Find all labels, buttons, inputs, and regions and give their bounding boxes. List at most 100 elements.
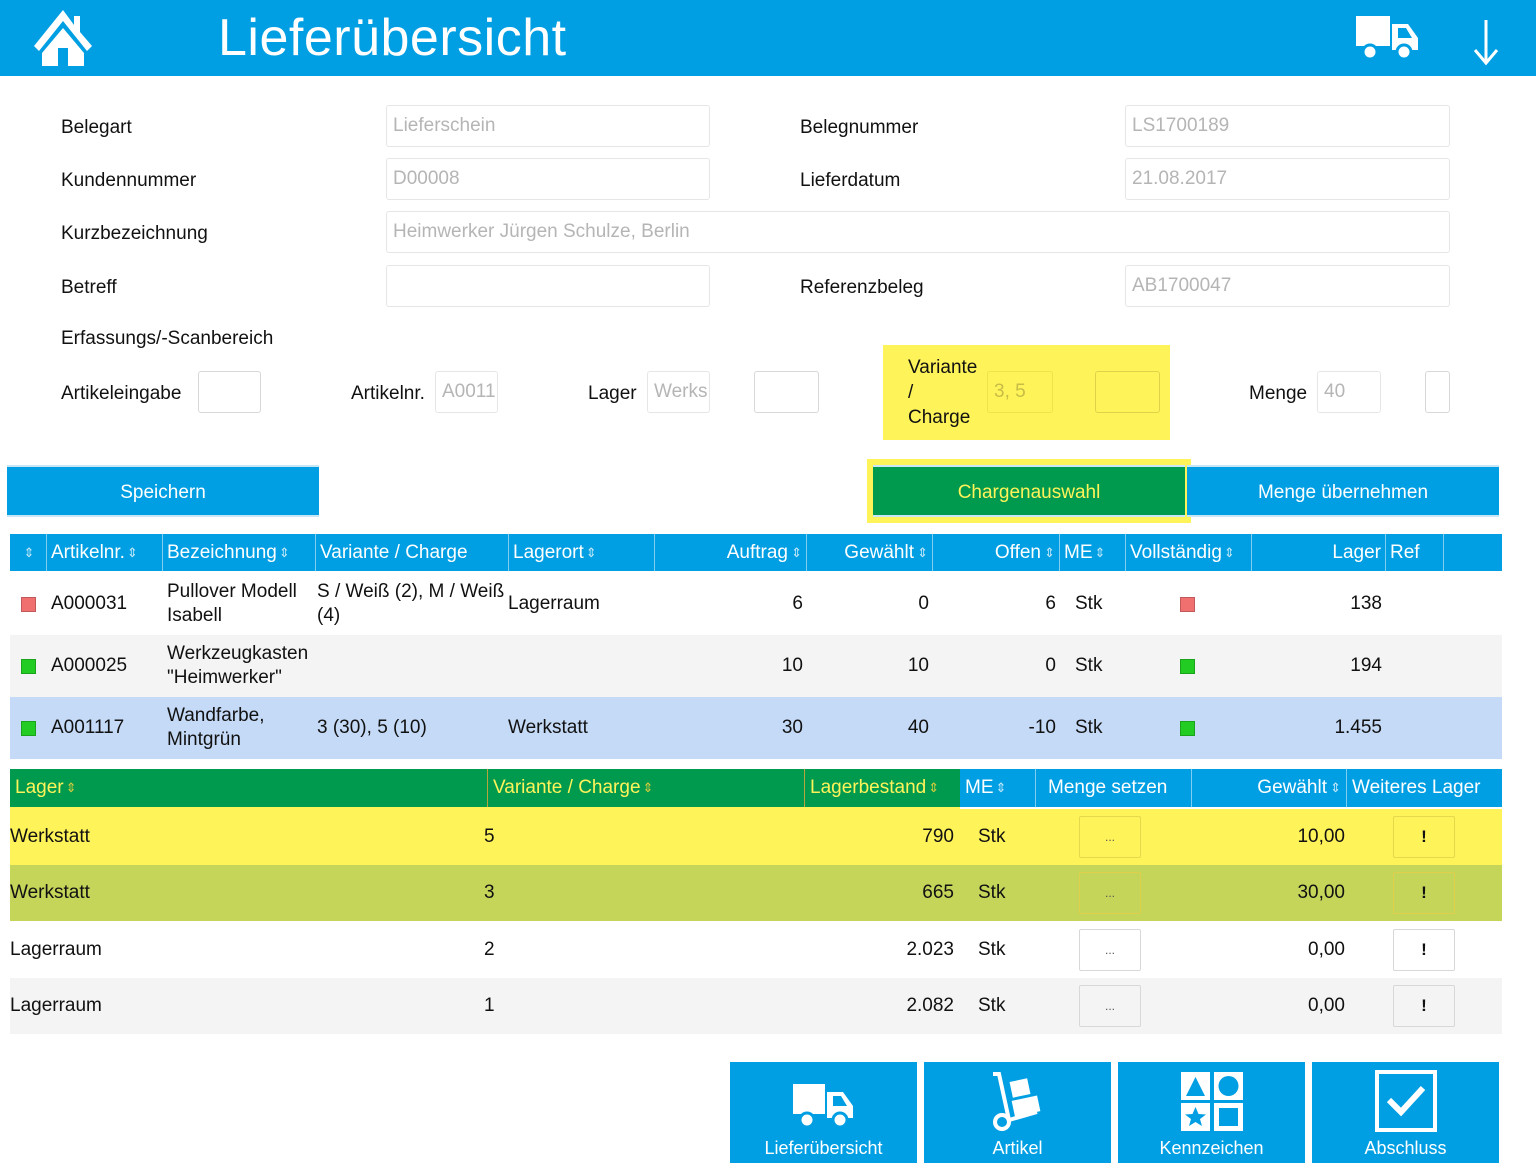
charge-cell: 5	[484, 826, 495, 847]
sort-icon	[916, 548, 928, 558]
column-header-me[interactable]: ME	[1060, 534, 1126, 571]
chargenauswahl-button[interactable]: Chargenauswahl	[867, 459, 1191, 523]
referenzbeleg-field[interactable]: AB1700047	[1125, 265, 1450, 307]
column-header-artikelnr[interactable]: Artikelnr.	[47, 534, 163, 571]
kundennummer-field[interactable]: D00008	[386, 158, 710, 200]
column-header-gewaehlt[interactable]: Gewählt	[807, 534, 933, 571]
bestand-cell: 2.082	[906, 995, 954, 1016]
table-row[interactable]: A000025 Werkzeugkasten "Heimwerker" 10 1…	[10, 635, 1502, 697]
artikelnr-cell: A000031	[51, 593, 128, 614]
auftrag-cell: 30	[781, 717, 803, 738]
offen-cell: 6	[1045, 593, 1056, 614]
charge-cell: 1	[484, 995, 495, 1016]
column-header-status[interactable]	[10, 534, 47, 571]
speichern-button[interactable]: Speichern	[7, 465, 319, 517]
lager-cell: 138	[1350, 593, 1382, 614]
menge-setzen-button[interactable]: ...	[1079, 929, 1141, 971]
nav-abschluss[interactable]: Abschluss	[1312, 1062, 1499, 1163]
menge-setzen-button[interactable]: ...	[1079, 872, 1141, 914]
column-header-variante-charge[interactable]: Variante / Charge	[488, 769, 805, 807]
variante-charge-highlight: Variante / Charge 3, 5	[883, 345, 1170, 440]
charge-cell: 2	[484, 939, 495, 960]
artikeleingabe-field[interactable]	[198, 371, 261, 413]
column-header-offen[interactable]: Offen	[933, 534, 1060, 571]
nav-kennzeichen[interactable]: Kennzeichen	[1118, 1062, 1305, 1163]
sort-icon	[643, 783, 655, 793]
belegart-field[interactable]: Lieferschein	[386, 105, 710, 147]
gewaehlt-cell: 0,00	[1308, 939, 1345, 960]
column-header-menge-setzen[interactable]: Menge setzen	[1036, 769, 1192, 807]
column-header-ref[interactable]: Ref	[1386, 534, 1444, 571]
artikelnr-cell: A001117	[51, 717, 125, 738]
column-header-weiteres-lager[interactable]: Weiteres Lager	[1347, 769, 1502, 807]
items-table-header: Artikelnr. Bezeichnung Variante / Charge…	[10, 534, 1502, 571]
lieferdatum-field[interactable]: 21.08.2017	[1125, 158, 1450, 200]
nav-lieferuebersicht[interactable]: Lieferübersicht	[730, 1062, 917, 1163]
me-cell: Stk	[978, 939, 1006, 960]
menge-label: Menge	[1249, 383, 1308, 404]
menge-field[interactable]: 40	[1317, 371, 1381, 413]
betreff-label: Betreff	[61, 277, 117, 298]
bestand-cell: 2.023	[906, 939, 954, 960]
variante-charge-extra-field[interactable]	[1095, 371, 1160, 413]
table-row[interactable]: A000031 Pullover Modell Isabell S / Weiß…	[10, 573, 1502, 635]
nav-artikel[interactable]: Artikel	[924, 1062, 1111, 1163]
vollstaendig-indicator-red	[1180, 596, 1195, 612]
weiteres-lager-button[interactable]: !	[1393, 816, 1455, 858]
sort-icon	[279, 548, 291, 558]
arrow-down-icon[interactable]	[1470, 18, 1502, 66]
column-header-lager[interactable]: Lager	[10, 769, 488, 807]
weiteres-lager-button[interactable]: !	[1393, 872, 1455, 914]
lager-extra-field[interactable]	[754, 371, 819, 413]
home-icon[interactable]	[30, 8, 96, 68]
column-header-me[interactable]: ME	[960, 769, 1036, 807]
menge-extra-field[interactable]	[1425, 371, 1450, 413]
weiteres-lager-button[interactable]: !	[1393, 985, 1455, 1027]
column-header-auftrag[interactable]: Auftrag	[655, 534, 807, 571]
column-header-lager[interactable]: Lager	[1252, 534, 1386, 571]
truck-icon[interactable]	[1354, 14, 1420, 60]
nav-label: Abschluss	[1364, 1138, 1447, 1158]
column-header-variante[interactable]: Variante / Charge	[316, 534, 509, 571]
bezeichnung-cell: Pullover Modell Isabell	[167, 581, 297, 626]
menge-setzen-button[interactable]: ...	[1079, 985, 1141, 1027]
lager-cell: Lagerraum	[10, 939, 102, 960]
charge-cell: 3	[484, 882, 495, 903]
sort-icon	[66, 783, 78, 793]
auftrag-cell: 10	[781, 655, 803, 676]
lager-row[interactable]: Lagerraum 1 2.082 Stk ... 0,00 !	[10, 978, 1502, 1034]
gewaehlt-cell: 10	[907, 655, 929, 676]
sort-icon	[127, 548, 139, 558]
lager-row-highlighted[interactable]: Werkstatt 5 790 Stk ... 10,00 !	[10, 809, 1502, 865]
column-header-bezeichnung[interactable]: Bezeichnung	[163, 534, 316, 571]
sort-icon	[1224, 548, 1236, 558]
lager-label: Lager	[588, 383, 637, 404]
me-cell: Stk	[1075, 593, 1103, 614]
status-indicator-green	[21, 720, 36, 736]
gewaehlt-cell: 0	[918, 593, 929, 614]
column-header-lagerbestand[interactable]: Lagerbestand	[805, 769, 960, 807]
lager-row[interactable]: Lagerraum 2 2.023 Stk ... 0,00 !	[10, 922, 1502, 978]
column-header-gewaehlt[interactable]: Gewählt	[1192, 769, 1347, 807]
column-header-lagerort[interactable]: Lagerort	[509, 534, 655, 571]
menge-uebernehmen-button[interactable]: Menge übernehmen	[1187, 465, 1499, 517]
weiteres-lager-button[interactable]: !	[1393, 929, 1455, 971]
bestand-cell: 665	[922, 882, 954, 903]
artikelnr-field[interactable]: A0011	[435, 371, 498, 413]
nav-label: Kennzeichen	[1159, 1138, 1264, 1158]
table-row-selected[interactable]: A001117 Wandfarbe, Mintgrün 3 (30), 5 (1…	[10, 697, 1502, 759]
lager-field[interactable]: Werks	[647, 371, 710, 413]
lager-row-highlighted[interactable]: Werkstatt 3 665 Stk ... 30,00 !	[10, 865, 1502, 921]
column-header-vollstaendig[interactable]: Vollständig	[1126, 534, 1252, 571]
belegnummer-field[interactable]: LS1700189	[1125, 105, 1450, 147]
kurzbezeichnung-field[interactable]: Heimwerker Jürgen Schulze, Berlin	[386, 211, 1450, 253]
referenzbeleg-label: Referenzbeleg	[800, 277, 924, 298]
me-cell: Stk	[978, 882, 1006, 903]
nav-label: Artikel	[992, 1138, 1043, 1158]
betreff-field[interactable]	[386, 265, 710, 307]
artikeleingabe-label: Artikeleingabe	[61, 383, 182, 404]
checkbox-icon	[1374, 1070, 1437, 1132]
menge-setzen-button[interactable]: ...	[1079, 816, 1141, 858]
variante-charge-field[interactable]: 3, 5	[987, 371, 1053, 413]
auftrag-cell: 6	[792, 593, 803, 614]
